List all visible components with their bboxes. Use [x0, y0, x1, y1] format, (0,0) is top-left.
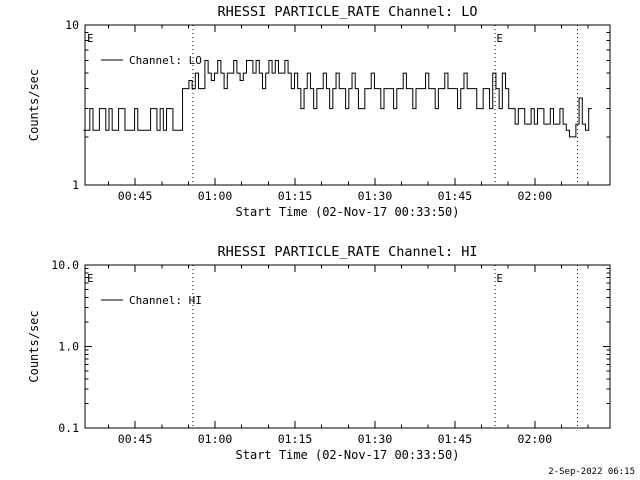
y-tick-label: 10 — [65, 18, 79, 32]
x-tick-label: 01:00 — [198, 189, 233, 203]
x-axis-label: Start Time (02-Nov-17 00:33:50) — [236, 448, 460, 462]
x-tick-label: 01:45 — [438, 432, 473, 446]
x-axis-label: Start Time (02-Nov-17 00:33:50) — [236, 205, 460, 219]
chart-title: RHESSI PARTICLE_RATE Channel: LO — [217, 4, 477, 20]
plot-frame — [84, 264, 611, 429]
x-tick-label: 01:30 — [358, 189, 393, 203]
chart-channel-hi: 00:45 01:00 01:15 01:30 01:45 02:00 0.1 1.0 10.0… — [27, 244, 611, 462]
x-tick-label: 00:45 — [118, 189, 153, 203]
plot-frame — [84, 24, 611, 186]
chart-title: RHESSI PARTICLE_RATE Channel: HI — [217, 244, 477, 260]
x-tick-label: 01:15 — [278, 189, 313, 203]
x-tick-label: 01:45 — [438, 189, 473, 203]
x-tick-label: 01:15 — [278, 432, 313, 446]
event-flag-label: E — [87, 33, 93, 45]
data-line — [83, 60, 592, 138]
legend-label: Channel: HI — [129, 294, 202, 307]
x-tick-label: 02:00 — [518, 189, 553, 203]
y-tick-label: 1 — [72, 178, 79, 192]
y-tick-label: 10.0 — [51, 258, 79, 272]
legend-label: Channel: LO — [129, 54, 202, 67]
event-flag-label: E — [497, 273, 503, 285]
y-tick-label: 1.0 — [58, 340, 79, 354]
x-tick-label: 02:00 — [518, 432, 553, 446]
event-flag-label: E — [87, 273, 93, 285]
event-flag-label: E — [497, 33, 503, 45]
plot-generated-timestamp: 2-Sep-2022 06:15 — [548, 467, 635, 477]
x-tick-label: 01:30 — [358, 432, 393, 446]
x-tick-label: 01:00 — [198, 432, 233, 446]
chart-channel-lo: 00:45 01:00 01:15 01:30 01:45 02:00 1 10 E E RHESS… — [27, 4, 611, 219]
y-axis-label: Counts/sec — [27, 69, 41, 141]
y-tick-label: 0.1 — [58, 421, 79, 435]
x-tick-label: 00:45 — [118, 432, 153, 446]
y-axis-label: Counts/sec — [27, 310, 41, 382]
